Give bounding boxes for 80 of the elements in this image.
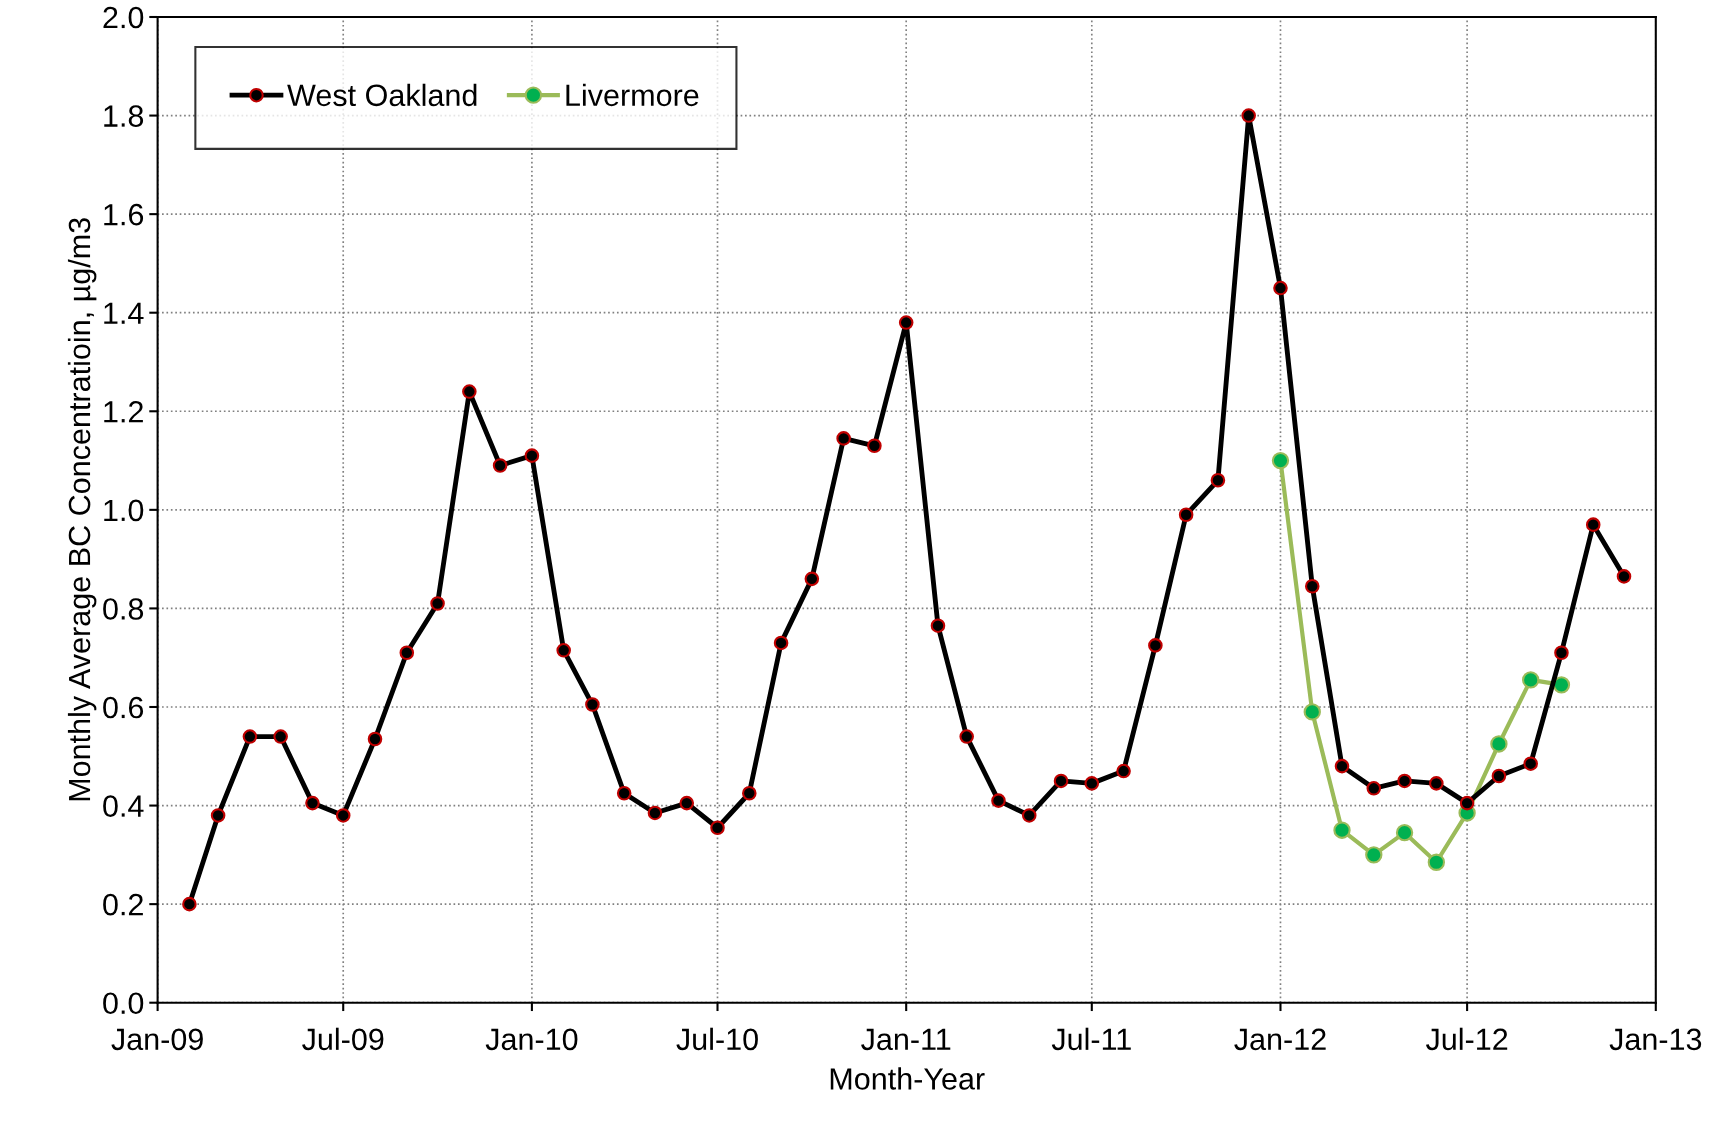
y-tick-label: 1.8 xyxy=(104,105,144,127)
y-tick-label: 0.2 xyxy=(103,893,143,916)
point xyxy=(959,729,974,744)
point xyxy=(335,808,351,823)
point xyxy=(930,618,946,633)
x-tick-label: Jan-09 xyxy=(111,1028,203,1051)
point xyxy=(804,571,820,587)
x-tick-label: Jan-12 xyxy=(1234,1028,1326,1051)
point xyxy=(1084,776,1100,791)
point xyxy=(1333,821,1351,839)
x-tick-label: Jul-09 xyxy=(302,1027,384,1051)
y-tick-label: 0.0 xyxy=(103,992,144,1015)
point xyxy=(616,785,632,801)
y-tick-label: 0.6 xyxy=(103,696,144,719)
point xyxy=(1429,776,1444,791)
point xyxy=(867,438,882,454)
point xyxy=(1585,517,1601,532)
point xyxy=(1210,472,1226,488)
y-tick-label: 0.4 xyxy=(103,795,144,817)
point xyxy=(1395,823,1414,842)
x-tick-label: Jan-10 xyxy=(485,1028,578,1051)
point xyxy=(1490,735,1508,753)
point xyxy=(1427,853,1446,871)
point xyxy=(1053,773,1069,789)
point xyxy=(1552,676,1571,694)
point xyxy=(742,785,757,801)
point xyxy=(1616,569,1632,584)
point xyxy=(1459,795,1475,811)
point xyxy=(1523,756,1538,771)
x-axis-title: Month-Year xyxy=(830,1067,985,1090)
point xyxy=(1397,773,1412,789)
point xyxy=(1116,763,1131,779)
x-tick-label: Jul-11 xyxy=(1051,1027,1131,1051)
point xyxy=(462,384,477,399)
y-tick-label: 2.0 xyxy=(103,6,144,29)
point xyxy=(1303,703,1321,721)
point xyxy=(1241,108,1256,123)
point xyxy=(898,315,914,330)
y-tick-label: 1.0 xyxy=(104,499,144,522)
legend-label: Livermore xyxy=(566,83,699,107)
x-tick-label: Jul-10 xyxy=(676,1027,758,1051)
point xyxy=(1304,578,1320,594)
point xyxy=(647,805,663,821)
point xyxy=(773,635,789,651)
legend-label: West Oakland xyxy=(287,83,477,107)
x-tick-label: Jan-13 xyxy=(1609,1028,1702,1051)
y-tick-label: 1.6 xyxy=(104,203,144,226)
point xyxy=(242,729,258,744)
point xyxy=(399,645,415,661)
x-tick-label: Jul-12 xyxy=(1425,1027,1508,1051)
point xyxy=(367,731,383,747)
point xyxy=(210,808,226,823)
point xyxy=(273,729,288,744)
point xyxy=(1273,280,1288,296)
x-tick-label: Jan-11 xyxy=(861,1028,951,1051)
point xyxy=(1178,507,1194,523)
point xyxy=(492,458,508,473)
point xyxy=(1148,638,1163,653)
y-tick-label: 1.2 xyxy=(104,401,143,423)
point xyxy=(182,896,197,912)
point xyxy=(679,795,695,811)
point xyxy=(1334,758,1350,774)
y-tick-label: 1.4 xyxy=(104,302,144,324)
point xyxy=(1554,645,1569,661)
point xyxy=(836,431,851,446)
point xyxy=(1522,671,1540,689)
point xyxy=(1491,768,1507,784)
point xyxy=(430,596,445,611)
point xyxy=(710,820,725,836)
point xyxy=(524,448,540,463)
point xyxy=(585,697,600,712)
point xyxy=(1365,846,1383,864)
point xyxy=(556,643,571,658)
point xyxy=(1021,808,1037,823)
point xyxy=(305,795,320,811)
point xyxy=(991,793,1006,808)
point xyxy=(1366,781,1382,796)
y-tick-label: 0.8 xyxy=(103,598,144,620)
y-axis-title: Monthly Average BC Concentratioin, µg/m3 xyxy=(67,218,97,801)
point xyxy=(1271,451,1290,470)
